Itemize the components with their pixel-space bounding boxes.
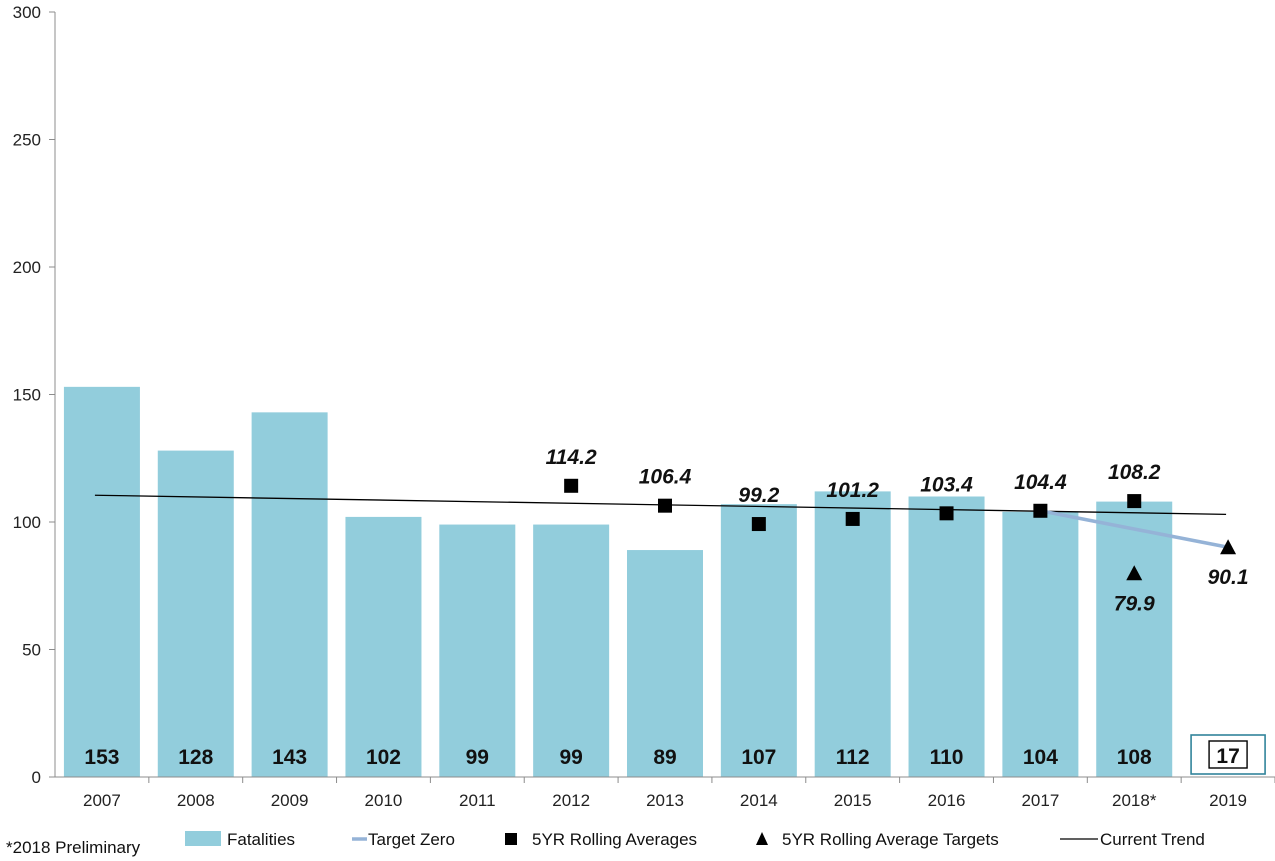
bar-value-label: 128 — [178, 746, 213, 769]
rolling-target-label: 90.1 — [1208, 566, 1249, 589]
legend-swatch-rolling-targets — [756, 832, 768, 845]
rolling-average-marker — [658, 498, 672, 513]
rolling-average-marker — [845, 511, 860, 526]
rolling-average-label: 101.2 — [826, 479, 879, 502]
x-tick-label: 2018* — [1112, 791, 1157, 810]
x-tick-label: 2012 — [552, 791, 590, 810]
legend-label: Current Trend — [1100, 830, 1205, 849]
footnote: *2018 Preliminary — [6, 838, 141, 857]
y-tick-label: 50 — [22, 641, 41, 660]
bar-value-label: 112 — [836, 746, 870, 769]
chart-markers: 17 114.2 106.4 99.2 101.2 103.4 104.4 108.2 79.9… — [546, 446, 1266, 775]
x-tick-label: 2008 — [177, 791, 215, 810]
y-axis: 0 50 100 150 200 250 300 — [13, 3, 56, 787]
y-tick-label: 300 — [13, 3, 41, 22]
bar-value-label: 89 — [653, 746, 676, 769]
legend-swatch-rolling-averages — [505, 833, 517, 845]
x-tick-label: 2017 — [1021, 791, 1059, 810]
bar-value-label: 153 — [84, 746, 119, 769]
rolling-average-label: 108.2 — [1108, 461, 1161, 484]
legend-label: Target Zero — [368, 830, 455, 849]
rolling-average-label: 106.4 — [639, 466, 692, 489]
bar-value-label: 104 — [1023, 746, 1058, 769]
fatalities-bars: 153 128 143 102 99 99 89 107 112 110 104 108 — [63, 386, 1173, 777]
rolling-target-marker — [1220, 539, 1237, 555]
annotation-label: 17 — [1216, 745, 1239, 768]
x-tick-label: 2015 — [834, 791, 872, 810]
y-tick-label: 100 — [13, 513, 41, 532]
bar-value-label: 99 — [466, 746, 489, 769]
legend: Fatalities Target Zero 5YR Rolling Average… — [185, 830, 1205, 849]
bar-2009 — [251, 412, 328, 777]
bar-value-label: 99 — [559, 746, 582, 769]
bar-value-label: 143 — [272, 746, 307, 769]
y-tick-label: 250 — [13, 131, 41, 150]
rolling-average-label: 99.2 — [738, 484, 779, 507]
x-axis: 2007 2008 2009 2010 2011 2012 2013 2014 2015 2016… — [55, 776, 1275, 810]
bar-value-label: 102 — [366, 746, 401, 769]
bar-2011 — [439, 524, 516, 777]
bar-2016 — [908, 496, 985, 777]
y-tick-label: 150 — [13, 386, 41, 405]
bar-2017 — [1002, 511, 1079, 777]
x-tick-label: 2007 — [83, 791, 121, 810]
y-tick-label: 200 — [13, 258, 41, 277]
bar-value-label: 108 — [1117, 746, 1152, 769]
rolling-average-marker — [1033, 503, 1048, 518]
bar-2008 — [157, 450, 234, 777]
legend-label: 5YR Rolling Averages — [532, 830, 697, 849]
bar-2014 — [720, 504, 797, 777]
bar-2013 — [627, 550, 703, 777]
rolling-average-marker — [564, 478, 579, 493]
rolling-average-label: 104.4 — [1014, 471, 1067, 494]
x-tick-label: 2019 — [1209, 791, 1247, 810]
x-tick-label: 2016 — [928, 791, 966, 810]
x-tick-label: 2013 — [646, 791, 684, 810]
x-tick-label: 2014 — [740, 791, 778, 810]
bar-2010 — [345, 516, 422, 777]
annotation-inner-box — [1208, 740, 1248, 769]
x-tick-label: 2010 — [365, 791, 403, 810]
x-tick-label: 2011 — [459, 791, 496, 810]
rolling-average-marker — [1127, 494, 1142, 509]
rolling-target-label: 79.9 — [1114, 592, 1155, 615]
bar-2007 — [63, 386, 140, 777]
target-zero-line — [1040, 509, 1229, 549]
rolling-average-marker — [939, 506, 954, 521]
rolling-average-marker — [751, 517, 766, 532]
bar-2015 — [814, 491, 891, 777]
bar-value-label: 107 — [741, 746, 776, 769]
bar-2012 — [533, 524, 610, 777]
rolling-target-marker — [1126, 565, 1143, 581]
legend-swatch-fatalities — [185, 831, 221, 846]
legend-label: 5YR Rolling Average Targets — [782, 830, 999, 849]
y-tick-label: 0 — [32, 768, 41, 787]
rolling-average-label: 103.4 — [920, 473, 973, 496]
rolling-average-label: 114.2 — [546, 446, 597, 469]
bar-2018* — [1096, 501, 1173, 777]
x-tick-label: 2009 — [271, 791, 309, 810]
legend-label: Fatalities — [227, 830, 295, 849]
bar-value-label: 110 — [930, 746, 964, 769]
